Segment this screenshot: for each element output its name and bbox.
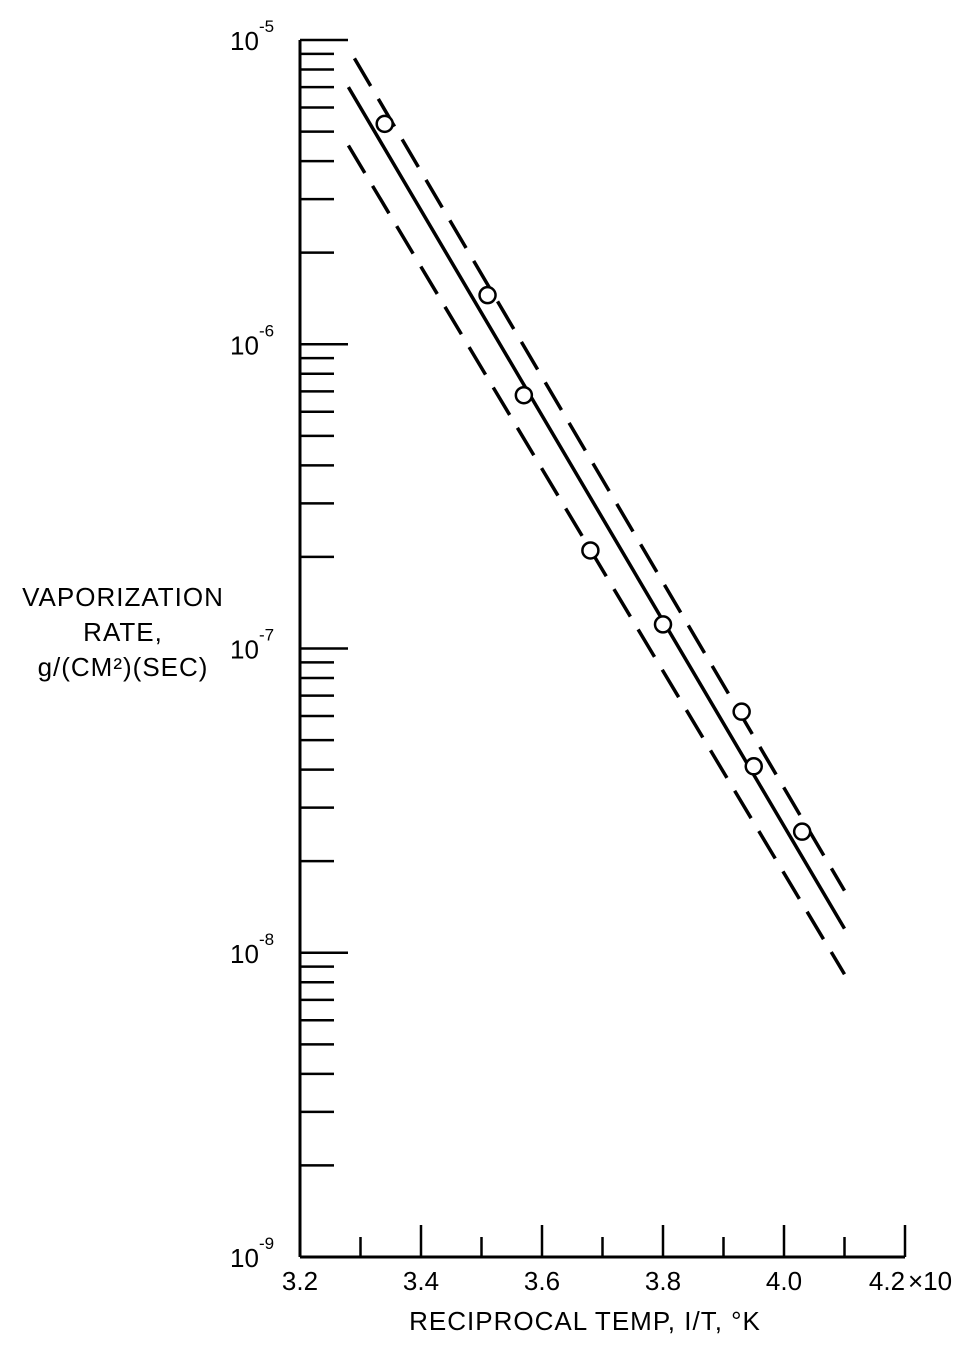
x-tick-label: 3.4 — [403, 1266, 439, 1296]
tick-labels: 3.23.43.63.84.04.2×10-410-910-810-710-61… — [230, 17, 952, 1296]
y-tick-label: 10 — [230, 330, 259, 360]
x-tick-label: 3.8 — [645, 1266, 681, 1296]
y-tick-exponent: -6 — [259, 321, 274, 340]
data-point — [732, 702, 751, 721]
x-multiplier-label: ×10 — [908, 1266, 952, 1296]
y-tick-label: 10 — [230, 635, 259, 665]
y-axis-title-line-1: VAPORIZATION — [22, 582, 224, 612]
x-tick-label: 3.2 — [282, 1266, 318, 1296]
data-point — [744, 757, 763, 776]
data-points — [375, 114, 812, 841]
y-tick-exponent: -8 — [259, 930, 274, 949]
y-axis-title: VAPORIZATION RATE, g/(CM²)(SEC) — [8, 580, 238, 685]
data-point — [581, 541, 600, 560]
y-axis-title-line-2: RATE, — [83, 617, 163, 647]
x-axis-title: RECIPROCAL TEMP, I/T, °K — [409, 1306, 761, 1336]
x-tick-label: 3.6 — [524, 1266, 560, 1296]
dashed-bound-line — [346, 144, 847, 976]
data-point — [478, 285, 497, 305]
data-point — [375, 114, 394, 134]
y-tick-exponent: -9 — [259, 1234, 274, 1253]
solid-fit-line — [346, 86, 847, 930]
data-point — [514, 385, 534, 405]
axes — [298, 38, 907, 1259]
y-axis-title-line-3: g/(CM²)(SEC) — [37, 652, 209, 682]
y-tick-label: 10 — [230, 1243, 259, 1273]
data-point — [792, 822, 812, 841]
x-tick-label: 4.2 — [869, 1266, 905, 1296]
x-tick-label: 4.0 — [766, 1266, 802, 1296]
dashed-bound-line — [352, 57, 847, 892]
y-tick-label: 10 — [230, 939, 259, 969]
y-tick-exponent: -7 — [259, 626, 274, 645]
y-tick-exponent: -5 — [259, 17, 274, 36]
data-point — [653, 615, 673, 634]
y-tick-label: 10 — [230, 26, 259, 56]
fit-lines — [346, 57, 847, 976]
